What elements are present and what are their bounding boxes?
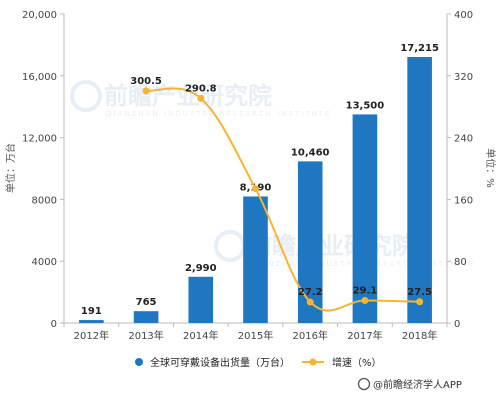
y-left-tick-label: 16,000 — [22, 72, 57, 83]
legend-bar-swatch — [135, 358, 143, 366]
source-logo-icon — [357, 377, 371, 391]
growth-point — [197, 94, 205, 102]
y-right-tick-label: 160 — [454, 195, 473, 206]
growth-value-label: 300.5 — [130, 76, 162, 87]
legend-item-bar: 全球可穿戴设备出货量（万台） — [135, 356, 290, 369]
y-left-tick-label: 12,000 — [22, 134, 57, 145]
bar — [352, 114, 378, 323]
svg-text:前瞻产业研究院: 前瞻产业研究院 — [248, 232, 416, 260]
growth-point — [142, 87, 150, 95]
growth-value-label: 29.1 — [353, 286, 378, 297]
bar — [297, 161, 323, 323]
y-left-tick-label: 20,000 — [22, 10, 57, 21]
bar — [407, 57, 432, 323]
y-right-tick-label: 80 — [454, 257, 467, 268]
growth-value-label: 27.2 — [298, 287, 323, 298]
growth-point — [416, 298, 424, 306]
y-left-tick-label: 4000 — [32, 257, 57, 268]
bar-value-label: 765 — [136, 297, 157, 308]
y-right-tick-label: 0 — [454, 319, 460, 330]
bar — [133, 311, 159, 323]
y-right-tick-label: 320 — [454, 72, 473, 83]
watermark-top: 前瞻产业研究院 QIANZHAN INDUSTRY RESEARCH INSTI… — [70, 80, 331, 118]
y-right-tick-label: 240 — [454, 134, 473, 145]
bar-value-label: 13,500 — [346, 100, 385, 111]
growth-point — [252, 185, 259, 193]
growth-value-label: 27.5 — [407, 287, 432, 298]
svg-text:QIANZHAN INDUSTRY RESEARCH INS: QIANZHAN INDUSTRY RESEARCH INSTITUTE — [106, 110, 331, 118]
bar-value-label: 191 — [81, 306, 102, 317]
x-tick-label: 2012年 — [74, 329, 109, 342]
x-tick-label: 2015年 — [238, 329, 273, 342]
y-right-tick-label: 400 — [454, 10, 473, 21]
y-left-axis-title: 单位：万台 — [4, 143, 17, 193]
plot-area: 0 4000 8000 12,000 16,000 20,000 0 80 160 240 320 4… — [22, 10, 473, 342]
bar-value-label: 17,215 — [400, 43, 439, 54]
bar-value-label: 2,990 — [185, 263, 217, 274]
bar-value-label: 10,460 — [291, 147, 330, 158]
bar — [188, 276, 214, 323]
legend: 全球可穿戴设备出货量（万台） 增速（%） — [135, 356, 382, 369]
x-tick-label: 2018年 — [402, 329, 437, 342]
growth-line — [145, 87, 420, 312]
x-tick-label: 2016年 — [292, 329, 327, 342]
growth-point — [306, 298, 314, 306]
source-label: @前瞻经济学人APP — [373, 378, 462, 391]
growth-value-label: 290.8 — [185, 83, 217, 94]
x-tick-label: 2017年 — [347, 329, 382, 342]
y-left-tick-label: 0 — [51, 319, 57, 330]
y-right-axis-title: 单位：% — [484, 148, 497, 188]
legend-line-label: 增速（%） — [332, 356, 382, 369]
y-left-tick-label: 8000 — [32, 195, 57, 206]
x-tick-label: 2013年 — [128, 329, 163, 342]
legend-line-marker — [309, 358, 317, 366]
source: @前瞻经济学人APP — [357, 377, 462, 391]
x-tick-label: 2014年 — [183, 329, 218, 342]
bar — [79, 320, 104, 323]
bar — [243, 196, 268, 323]
growth-point — [361, 297, 369, 305]
svg-text:前瞻产业研究院: 前瞻产业研究院 — [104, 82, 272, 110]
legend-bar-label: 全球可穿戴设备出货量（万台） — [150, 356, 290, 369]
legend-item-line: 增速（%） — [302, 356, 382, 369]
